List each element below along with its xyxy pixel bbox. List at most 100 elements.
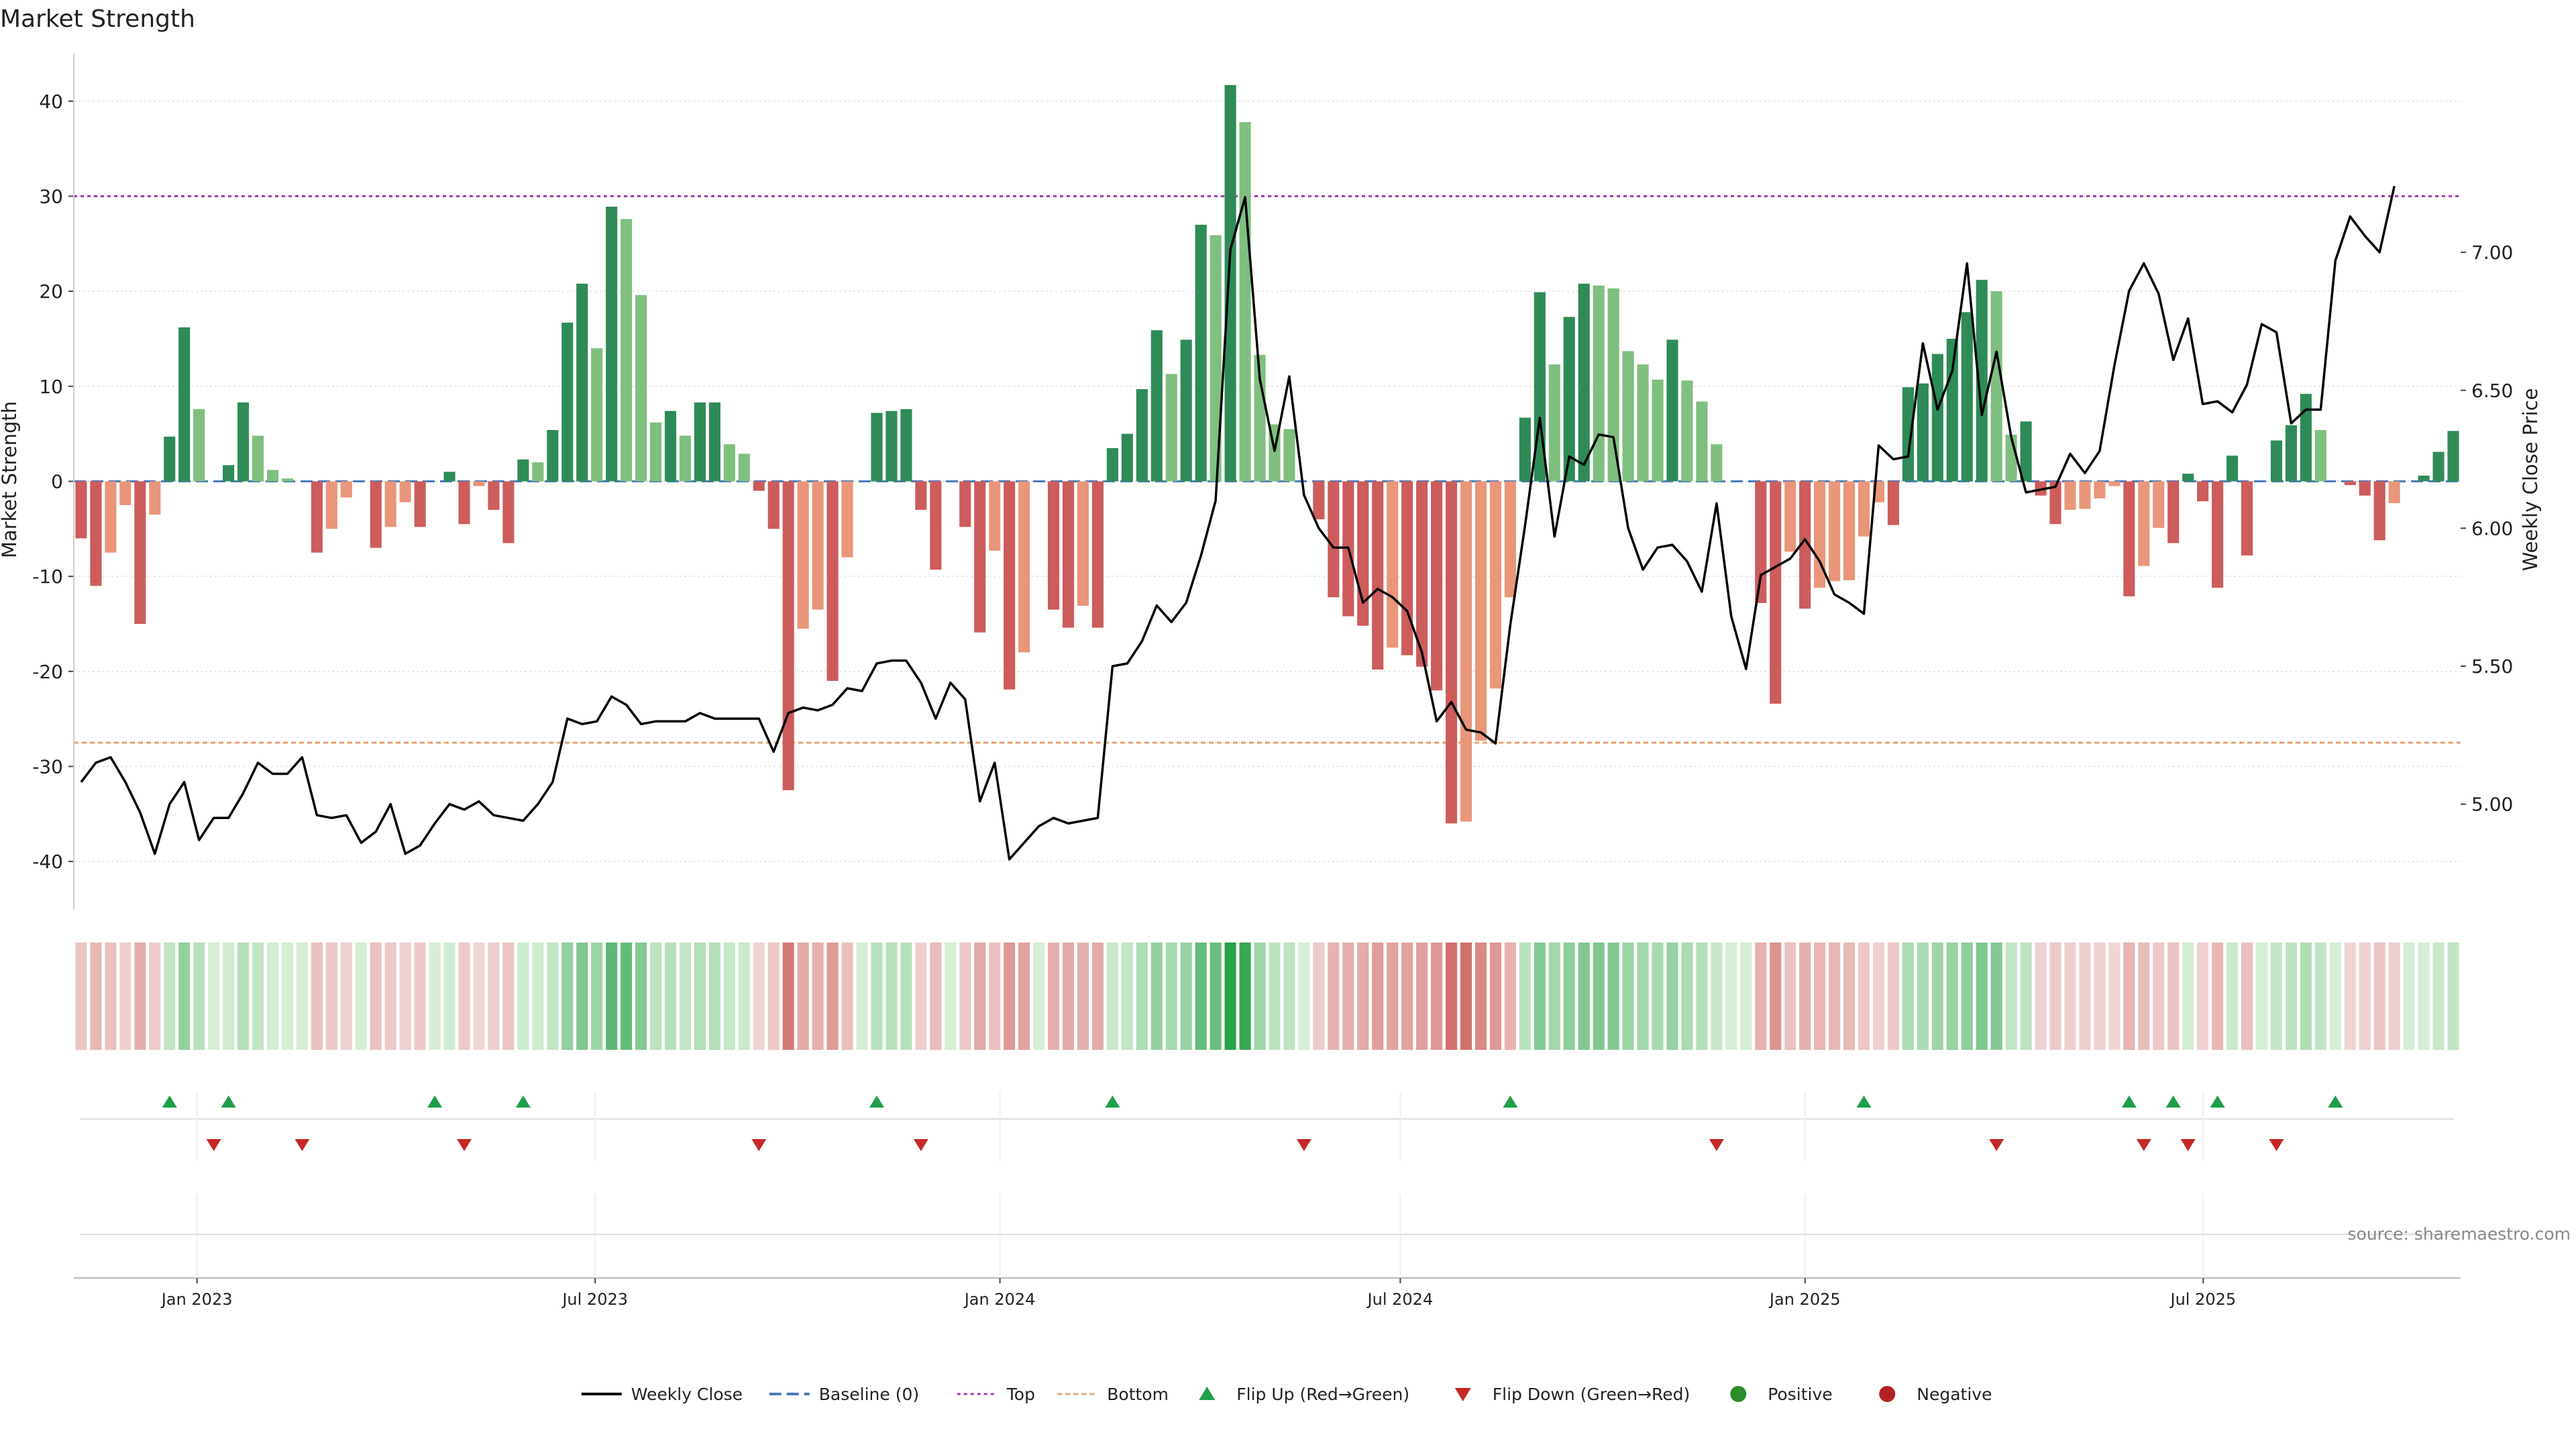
heat-cell [1091,943,1104,1050]
strength-bar [266,470,279,482]
heat-cell [2418,943,2430,1050]
legend-label-negative: Negative [1917,1385,1992,1404]
heat-cell [2167,943,2180,1050]
strength-bar [1931,354,1943,482]
heat-cell [2432,943,2445,1050]
heat-cell [606,943,618,1050]
heat-cell [311,943,323,1050]
strength-bar [2123,481,2135,596]
heat-cell [488,943,500,1050]
heat-cell [1622,943,1634,1050]
strength-bar [1622,351,1634,482]
strength-bar [2373,481,2385,541]
legend-label-top: Top [1006,1385,1035,1404]
strength-heat-strip [75,943,2459,1050]
strength-bar [2182,474,2194,482]
heat-cell [797,943,809,1050]
strength-bar [488,481,500,510]
strength-bar [2300,394,2312,482]
left-axis-label: Market Strength [0,401,21,558]
heat-cell [1917,943,1929,1050]
right-axis-label: Weekly Close Price [2519,388,2542,572]
strength-bar [576,283,588,482]
heat-cell [2388,943,2400,1050]
heat-cell [1607,943,1619,1050]
strength-bar [178,327,191,482]
heat-cell [90,943,102,1050]
heat-cell [2270,943,2283,1050]
strength-bar [237,402,250,482]
heat-cell [1755,943,1767,1050]
strength-bar [1313,481,1325,520]
strength-bar [384,481,396,527]
strength-bar [2153,481,2165,528]
heat-cell [340,943,352,1050]
strength-bar [1445,481,1458,824]
x-tick-label: Jul 2024 [1366,1290,1434,1309]
strength-bar [1460,481,1472,822]
heat-cell [649,943,662,1050]
strength-bar [1504,481,1516,598]
x-axis: Jan 2023 Jul 2023 Jan 2024 Jul 2024 Jan 2025… [74,1092,2461,1309]
strength-bar [753,481,765,491]
heat-cell [1578,943,1590,1050]
heat-cell [974,943,986,1050]
legend-symbol-negative [1879,1386,1896,1402]
strength-bar [2314,430,2326,482]
strength-bar [1858,481,1870,537]
heat-cell [252,943,264,1050]
left-tick-label: -30 [32,756,63,778]
strength-bar [1239,122,1251,482]
strength-bar [649,422,662,482]
heat-cell [2403,943,2415,1050]
strength-bar [723,444,735,482]
heat-cell [2314,943,2326,1050]
strength-bar [2197,481,2209,502]
flip-up-marker [221,1095,236,1108]
flip-down-marker [1989,1139,2004,1151]
heat-cell [1239,943,1251,1050]
heat-cell [281,943,294,1050]
strength-bar [1711,444,1723,482]
heat-cell [826,943,839,1050]
legend-symbol-flip-down [1454,1388,1471,1401]
strength-bar [1401,481,1413,655]
heat-cell [1342,943,1354,1050]
left-tick-label: -40 [32,851,63,873]
strength-bar [1106,447,1118,482]
strength-bar [252,435,264,482]
heat-cell [355,943,367,1050]
heat-cell [384,943,396,1050]
strength-bar [797,481,809,629]
heat-cell [1460,943,1472,1050]
threshold-lines [74,195,2461,744]
heat-cell [1121,943,1133,1050]
heat-cell [1283,943,1295,1050]
chart-title: Market Strength [0,5,195,33]
heat-cell [2182,943,2194,1050]
strength-bar [149,481,161,515]
right-tick-label: 6.50 [2471,380,2513,402]
heat-cell [1976,943,1988,1050]
strength-bar [1474,481,1487,741]
strength-bar [458,481,470,525]
strength-bar [547,430,559,482]
heat-cell [1534,943,1546,1050]
strength-bar [782,481,794,790]
strength-bar [2388,481,2400,504]
strength-bar [164,436,176,482]
heat-cell [2005,943,2017,1050]
heat-cell [134,943,146,1050]
flip-down-marker [2180,1139,2196,1151]
heat-cell [2373,943,2385,1050]
strength-bar [443,472,455,482]
strength-bar [325,481,337,529]
strength-bar [517,459,529,482]
heat-cell [753,943,765,1050]
heat-cell [458,943,470,1050]
heat-cell [2079,943,2091,1050]
heat-cell [1210,943,1222,1050]
strength-bar [1770,481,1782,704]
strength-bar [1195,225,1207,482]
